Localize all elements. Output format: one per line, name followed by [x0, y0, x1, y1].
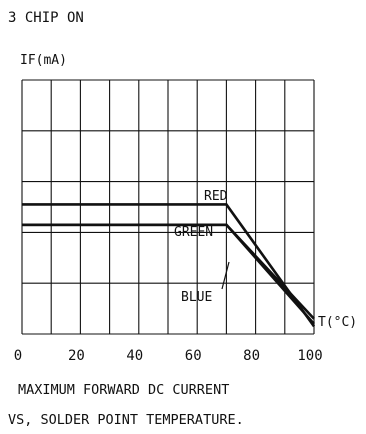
x-tick-label: 80 [243, 348, 260, 364]
x-axis-title: T(°C) [318, 315, 357, 330]
x-tick-label: 0 [14, 348, 22, 364]
caption-line-2: VS, SOLDER POINT TEMPERATURE. [8, 412, 244, 428]
chip-condition-label: 3 CHIP ON [8, 10, 84, 26]
series-line-blue [22, 223, 315, 325]
series-label-green: GREEN [174, 225, 213, 240]
series-lines [22, 203, 316, 328]
series-label-blue: BLUE [181, 290, 212, 305]
blue-leader-line [221, 261, 230, 290]
x-tick-label: 20 [68, 348, 85, 364]
x-tick-label: 40 [126, 348, 143, 364]
x-tick-label: 100 [297, 348, 322, 364]
chart-grid [21, 79, 315, 335]
x-tick-labels: 0 20 40 60 80 100 [14, 348, 323, 364]
x-tick-label: 60 [185, 348, 202, 364]
y-axis-title: IF(mA) [20, 53, 67, 68]
series-label-red: RED [204, 189, 228, 204]
caption-line-1: MAXIMUM FORWARD DC CURRENT [18, 382, 229, 398]
